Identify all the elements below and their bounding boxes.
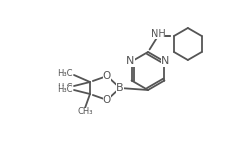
Text: N: N	[126, 56, 135, 66]
Text: B: B	[116, 83, 124, 93]
Text: H₃C: H₃C	[58, 69, 73, 79]
Text: CH₃: CH₃	[77, 107, 93, 117]
Text: O: O	[103, 95, 111, 105]
Text: NH: NH	[151, 29, 165, 39]
Text: O: O	[103, 71, 111, 81]
Text: N: N	[161, 56, 170, 66]
Text: H₃C: H₃C	[58, 83, 73, 91]
Text: H₃C: H₃C	[58, 86, 73, 94]
